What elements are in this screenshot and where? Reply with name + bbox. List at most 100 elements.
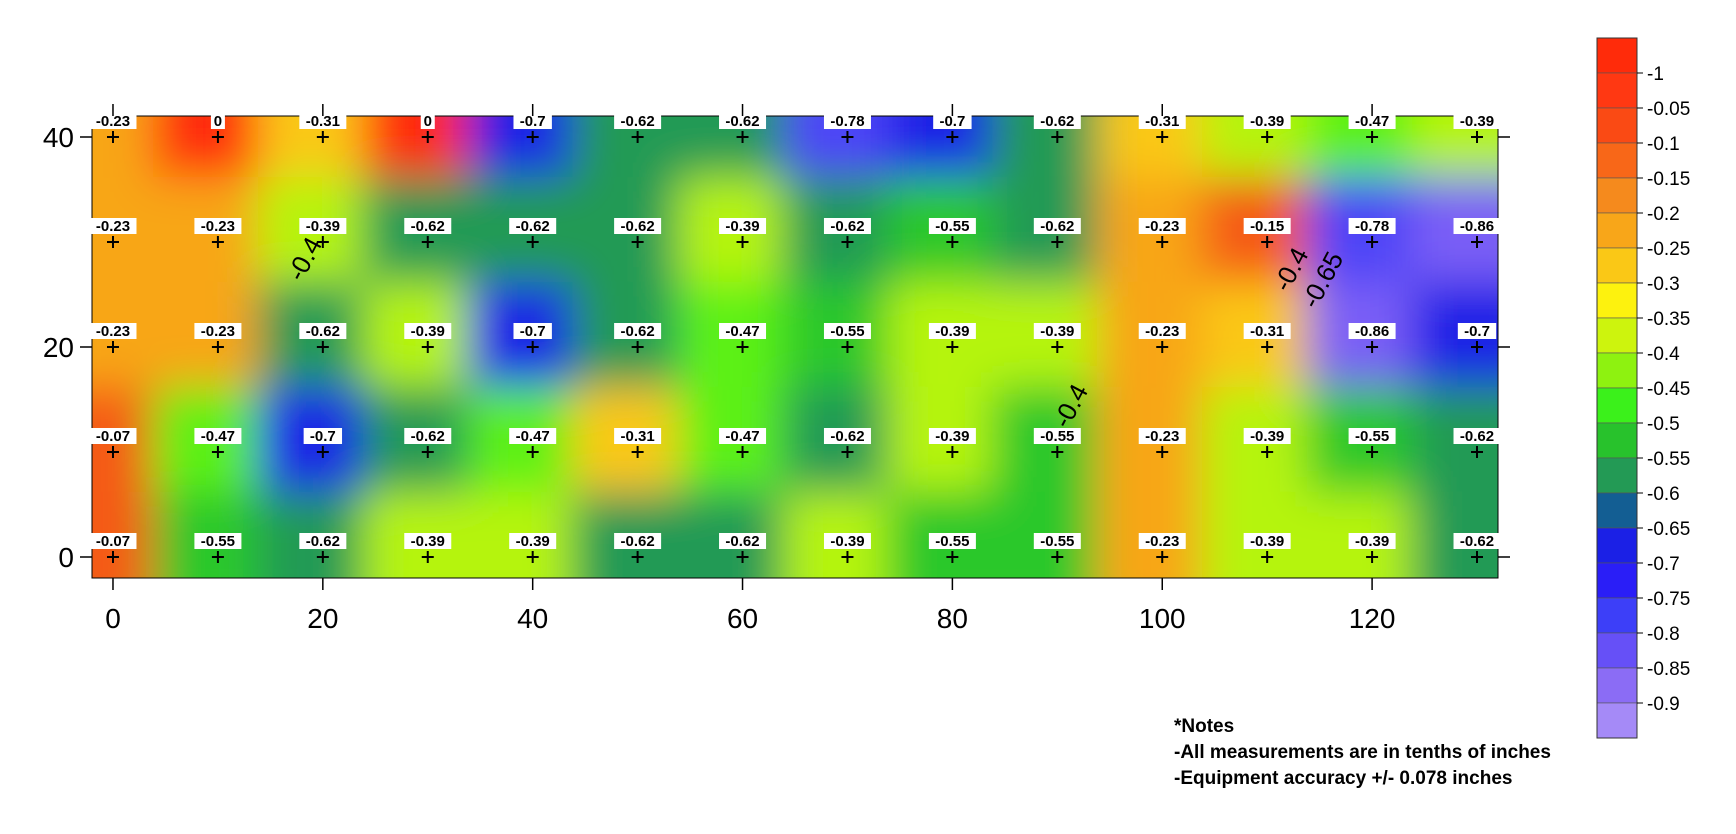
point-label-bg <box>1348 323 1396 339</box>
point-value-label: -0.7 <box>310 428 336 445</box>
point-label-bg <box>933 113 972 129</box>
measurement-point: -0.47 <box>1348 113 1396 143</box>
point-label-bg <box>513 113 552 129</box>
point-label-bg <box>1033 218 1081 234</box>
point-label-bg <box>719 323 767 339</box>
point-label-bg <box>1138 218 1186 234</box>
point-label-bg <box>823 113 871 129</box>
point-value-label: -0.23 <box>96 113 130 130</box>
measurement-point: -0.23 <box>194 218 242 248</box>
measurement-point: -0.39 <box>299 218 347 248</box>
point-label-bg <box>89 218 137 234</box>
measurement-point: -0.7 <box>513 113 552 143</box>
point-label-bg <box>89 428 137 444</box>
point-label-bg <box>194 323 242 339</box>
x-tick-label: 60 <box>727 603 758 634</box>
point-label-bg <box>509 428 557 444</box>
point-value-label: -0.62 <box>621 323 655 340</box>
point-value-label: -0.07 <box>96 533 130 550</box>
point-label-bg <box>1243 113 1291 129</box>
colorbar-swatch <box>1596 247 1638 284</box>
point-value-label: -0.86 <box>1355 323 1389 340</box>
measurement-point: -0.23 <box>1138 323 1186 353</box>
measurement-point: -0.7 <box>513 323 552 353</box>
colorbar-label: -0.6 <box>1647 484 1680 505</box>
point-value-label: -0.55 <box>935 533 969 550</box>
point-label-bg <box>299 323 347 339</box>
point-label-bg <box>1243 533 1291 549</box>
colorbar-label: -1 <box>1647 64 1664 85</box>
point-label-bg <box>719 218 767 234</box>
point-value-label: 0 <box>424 113 432 130</box>
measurement-point: -0.23 <box>89 323 137 353</box>
measurement-point: -0.39 <box>928 428 976 458</box>
measurement-point: -0.39 <box>1243 533 1291 563</box>
colorbar-label: -0.9 <box>1647 694 1680 715</box>
point-value-label: -0.62 <box>621 113 655 130</box>
notes: *Notes -All measurements are in tenths o… <box>1174 714 1551 792</box>
point-value-label: -0.78 <box>1355 218 1389 235</box>
point-label-bg <box>1348 533 1396 549</box>
point-value-label: -0.07 <box>96 428 130 445</box>
colorbar-label: -0.15 <box>1647 169 1690 190</box>
point-label-bg <box>1243 428 1291 444</box>
point-label-bg <box>614 323 662 339</box>
colorbar-label: -0.05 <box>1647 99 1690 120</box>
x-tick-label: 20 <box>307 603 338 634</box>
measurement-point: -0.62 <box>614 218 662 248</box>
colorbar-label: -0.35 <box>1647 309 1690 330</box>
point-label-bg <box>194 218 242 234</box>
point-label-bg <box>1457 323 1497 339</box>
point-value-label: -0.62 <box>830 428 864 445</box>
colorbar-label: -0.75 <box>1647 589 1690 610</box>
point-value-label: -0.39 <box>1250 533 1284 550</box>
colorbar-swatch <box>1596 72 1638 109</box>
x-tick-label: 80 <box>937 603 968 634</box>
point-value-label: -0.23 <box>1145 323 1179 340</box>
measurement-point: -0.47 <box>194 428 242 458</box>
point-label-bg <box>89 533 137 549</box>
colorbar-label: -0.8 <box>1647 624 1680 645</box>
point-label-bg <box>614 428 662 444</box>
point-label-bg <box>210 113 225 129</box>
point-label-bg <box>404 218 452 234</box>
colorbar-swatch <box>1596 667 1638 704</box>
point-value-label: -0.86 <box>1460 218 1494 235</box>
colorbar-label: -0.3 <box>1647 274 1680 295</box>
measurement-point: -0.86 <box>1348 323 1396 353</box>
point-value-label: -0.62 <box>621 218 655 235</box>
colorbar-swatch <box>1596 37 1638 74</box>
colorbar-swatch <box>1596 702 1638 739</box>
point-value-label: -0.23 <box>201 218 235 235</box>
measurement-point: -0.39 <box>1348 533 1396 563</box>
measurement-point: 0 <box>210 113 225 143</box>
point-label-bg <box>89 113 137 129</box>
point-label-bg <box>823 533 871 549</box>
point-value-label: -0.7 <box>939 113 965 130</box>
x-tick-label: 120 <box>1349 603 1396 634</box>
measurement-point: -0.62 <box>823 428 871 458</box>
point-value-label: -0.39 <box>935 323 969 340</box>
measurement-point: -0.62 <box>1453 428 1501 458</box>
point-label-bg <box>928 428 976 444</box>
point-value-label: -0.62 <box>411 428 445 445</box>
measurement-point: -0.07 <box>89 533 137 563</box>
point-label-bg <box>1453 428 1501 444</box>
measurement-point: -0.47 <box>719 428 767 458</box>
point-value-label: -0.7 <box>520 323 546 340</box>
point-label-bg <box>299 533 347 549</box>
colorbar-swatch <box>1596 317 1638 354</box>
y-tick-label: 0 <box>58 542 74 573</box>
colorbar-label: -0.45 <box>1647 379 1690 400</box>
colorbar-swatch <box>1596 387 1638 424</box>
point-label-bg <box>1243 323 1291 339</box>
point-value-label: -0.55 <box>1040 428 1074 445</box>
point-value-label: -0.55 <box>830 323 864 340</box>
point-label-bg <box>404 323 452 339</box>
colorbar-label: -0.5 <box>1647 414 1680 435</box>
measurement-point: -0.62 <box>614 113 662 143</box>
measurement-point: -0.23 <box>194 323 242 353</box>
measurement-point: -0.62 <box>509 218 557 248</box>
point-value-label: -0.39 <box>830 533 864 550</box>
point-value-label: -0.15 <box>1250 218 1284 235</box>
